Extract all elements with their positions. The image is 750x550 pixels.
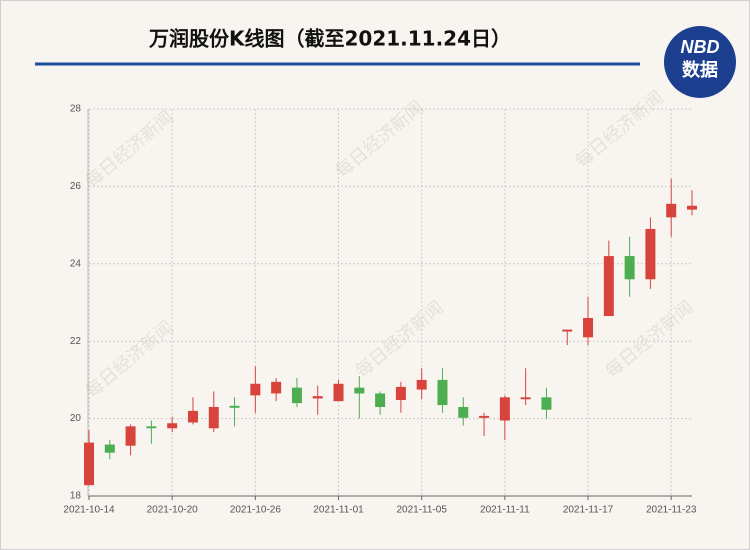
candle-body <box>271 381 282 394</box>
candle-body <box>541 397 552 410</box>
candle-body <box>125 426 136 446</box>
x-tick-label: 2021-11-11 <box>480 505 530 516</box>
candle-body <box>354 387 365 394</box>
candle-body <box>395 386 406 401</box>
candle-body <box>458 406 469 418</box>
candle-body <box>583 317 594 338</box>
candle-body <box>666 203 677 218</box>
candle-body <box>479 415 490 418</box>
candle-body <box>416 379 427 390</box>
logo-text: 数据 <box>682 59 718 81</box>
candle-body <box>312 396 323 399</box>
candle-body <box>333 383 344 402</box>
logo-text: NBD <box>681 37 720 57</box>
candle-body <box>229 405 240 408</box>
candle-body <box>645 228 656 280</box>
candle-body <box>250 383 261 396</box>
y-tick-label: 28 <box>70 104 82 115</box>
candle-body <box>603 256 614 317</box>
x-tick-label: 2021-11-05 <box>396 505 447 516</box>
x-tick-label: 2021-10-26 <box>230 505 282 516</box>
candle-body <box>291 387 302 404</box>
candle-body <box>104 444 115 453</box>
candle-body <box>167 423 178 429</box>
candle-body <box>375 393 386 407</box>
candle-body <box>687 205 697 210</box>
y-tick-label: 22 <box>70 336 82 347</box>
x-tick-label: 2021-11-23 <box>646 505 697 516</box>
x-tick-label: 2021-11-17 <box>563 505 614 516</box>
y-tick-label: 26 <box>70 181 82 192</box>
y-tick-label: 18 <box>70 491 82 502</box>
logo-circle <box>664 26 736 98</box>
chart-title: 万润股份K线图（截至2021.11.24日） <box>148 27 511 51</box>
candle-body <box>624 256 635 280</box>
candle-body <box>437 379 448 406</box>
candle-body <box>520 397 531 400</box>
y-tick-label: 20 <box>70 413 82 424</box>
x-tick-label: 2021-10-14 <box>63 505 115 516</box>
x-tick-label: 2021-10-20 <box>147 505 199 516</box>
candle-body <box>146 426 157 429</box>
y-tick-label: 24 <box>70 258 82 269</box>
candle-body <box>562 329 573 332</box>
x-tick-label: 2021-11-01 <box>313 505 364 516</box>
candle-body <box>84 442 94 486</box>
candle-body <box>208 406 219 429</box>
logo: NBD 数据 <box>664 26 736 98</box>
candle-body <box>187 410 198 423</box>
candle-body <box>499 397 510 421</box>
